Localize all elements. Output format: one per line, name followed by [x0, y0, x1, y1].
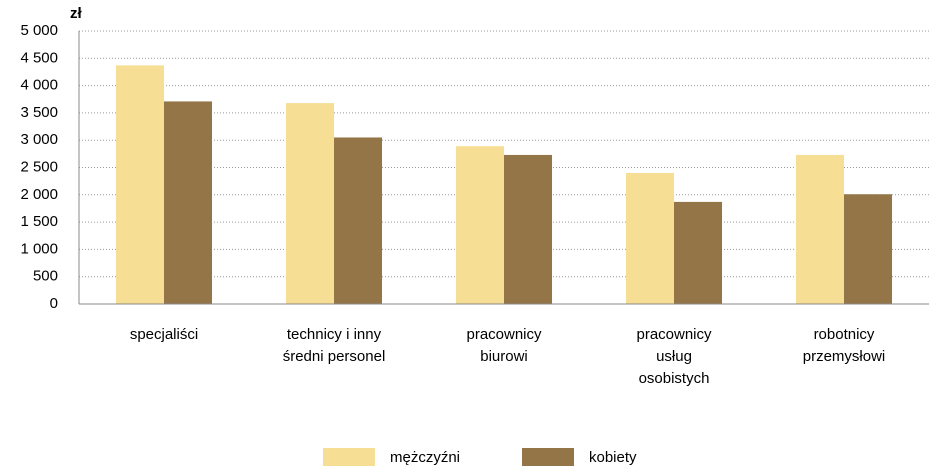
bar	[844, 194, 892, 304]
x-tick-label: robotnicy przemysłowi	[802, 326, 886, 365]
y-tick-label: 1 000	[20, 240, 58, 257]
x-tick-label: specjaliści	[129, 326, 199, 343]
y-tick-label: 2 500	[20, 158, 58, 175]
bar	[504, 154, 552, 304]
x-tick-label: pracownicy usług osobistych	[636, 326, 712, 387]
y-tick-label: 0	[50, 295, 58, 312]
y-tick-label: 3 000	[20, 131, 58, 148]
bar	[796, 154, 844, 304]
legend-label: mężczyźni	[390, 449, 460, 466]
y-tick-label: 2 000	[20, 186, 58, 203]
x-tick-label: pracownicy biurowi	[466, 326, 542, 365]
y-tick-label: 4 000	[20, 77, 58, 94]
legend-swatch	[323, 448, 375, 466]
y-tick-label: 3 500	[20, 104, 58, 121]
bar	[456, 146, 504, 304]
unit-label: zł	[70, 5, 83, 22]
bar	[164, 101, 212, 305]
bar	[286, 103, 334, 305]
bar	[116, 65, 164, 304]
y-tick-label: 500	[33, 268, 58, 285]
bar	[626, 172, 674, 304]
y-tick-label: 5 000	[20, 22, 58, 39]
y-tick-label: 4 500	[20, 49, 58, 66]
x-tick-label: technicy i inny średni personel	[282, 326, 386, 365]
bar	[674, 201, 722, 304]
legend-swatch	[522, 448, 574, 466]
bar	[334, 137, 382, 304]
y-tick-label: 1 500	[20, 213, 58, 230]
legend-label: kobiety	[589, 449, 637, 466]
